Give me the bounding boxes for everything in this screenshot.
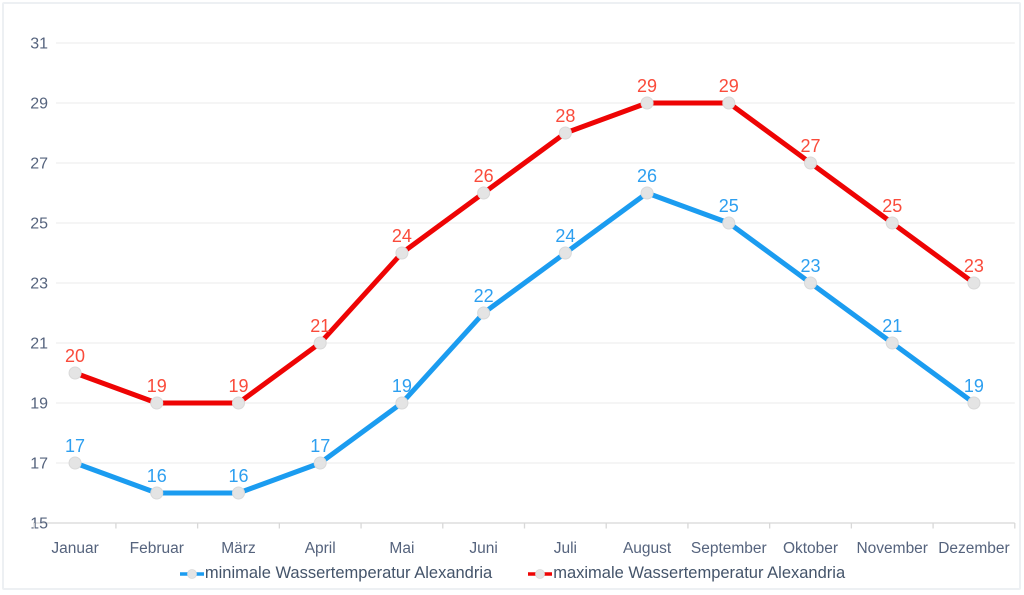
y-axis-label: 25	[30, 216, 48, 233]
data-point-label: 17	[310, 436, 330, 456]
data-point-marker	[477, 306, 491, 320]
data-point-label: 28	[555, 106, 575, 126]
data-point-marker	[231, 486, 245, 500]
data-point-label: 19	[228, 376, 248, 396]
data-point-marker	[804, 276, 818, 290]
data-point-label: 29	[719, 76, 739, 96]
data-point-label: 22	[474, 286, 494, 306]
data-point-label: 20	[65, 346, 85, 366]
legend-item-1: maximale Wassertemperatur Alexandria	[527, 564, 845, 583]
data-point-label: 25	[719, 196, 739, 216]
x-axis-label: Juli	[554, 540, 577, 557]
x-axis-label: September	[691, 540, 767, 557]
data-point-marker	[231, 396, 245, 410]
data-point-label: 25	[882, 196, 902, 216]
data-point-label: 24	[555, 226, 575, 246]
y-axis-label: 15	[30, 516, 48, 533]
data-point-marker	[558, 126, 572, 140]
data-point-label: 17	[65, 436, 85, 456]
legend-label: maximale Wassertemperatur Alexandria	[553, 564, 846, 582]
y-axis-label: 17	[30, 456, 48, 473]
data-point-label: 26	[637, 166, 657, 186]
data-point-label: 19	[147, 376, 167, 396]
data-point-label: 16	[147, 466, 167, 486]
x-axis-label: Januar	[51, 540, 98, 557]
series-line-1	[72, 100, 977, 406]
data-point-label: 16	[228, 466, 248, 486]
data-point-label: 24	[392, 226, 412, 246]
legend-marker-icon	[179, 569, 204, 579]
data-point-marker	[722, 216, 736, 230]
y-axis-label: 27	[30, 156, 48, 173]
y-axis-label: 21	[30, 336, 48, 353]
data-point-label: 27	[800, 136, 820, 156]
x-axis-label: November	[856, 540, 928, 557]
data-point-label: 23	[800, 256, 820, 276]
y-axis-label: 31	[30, 36, 48, 53]
data-point-label: 19	[392, 376, 412, 396]
data-point-marker	[313, 456, 327, 470]
y-axis-label: 29	[30, 96, 48, 113]
x-axis-label: März	[221, 540, 255, 557]
series-line-0	[72, 190, 977, 496]
data-point-marker	[395, 246, 409, 260]
data-point-marker	[477, 186, 491, 200]
x-axis-label: Mai	[389, 540, 414, 557]
data-point-marker	[313, 336, 327, 350]
data-point-marker	[640, 186, 654, 200]
data-point-marker	[68, 366, 82, 380]
legend-marker-icon	[528, 569, 553, 579]
data-point-marker	[640, 96, 654, 110]
data-point-marker	[150, 396, 164, 410]
x-axis-label: August	[623, 540, 672, 557]
data-point-label: 21	[310, 316, 330, 336]
x-axis-label: Februar	[130, 540, 184, 557]
data-point-label: 23	[964, 256, 984, 276]
y-axis-label: 23	[30, 276, 48, 293]
legend-item-0: minimale Wassertemperatur Alexandria	[179, 564, 492, 583]
data-point-label: 21	[882, 316, 902, 336]
data-point-marker	[150, 486, 164, 500]
data-point-marker	[395, 396, 409, 410]
data-point-label: 26	[474, 166, 494, 186]
legend-label: minimale Wassertemperatur Alexandria	[204, 564, 493, 582]
chart-legend: minimale Wassertemperatur Alexandria maxi…	[0, 564, 1024, 583]
data-point-marker	[722, 96, 736, 110]
data-point-marker	[967, 396, 981, 410]
x-axis-label: Juni	[469, 540, 497, 557]
data-point-marker	[68, 456, 82, 470]
data-point-label: 29	[637, 76, 657, 96]
data-point-marker	[885, 336, 899, 350]
data-point-marker	[967, 276, 981, 290]
x-axis-label: April	[305, 540, 336, 557]
data-point-marker	[804, 156, 818, 170]
data-point-marker	[885, 216, 899, 230]
x-axis-label: Dezember	[938, 540, 1010, 557]
y-axis-label: 19	[30, 396, 48, 413]
data-point-label: 19	[964, 376, 984, 396]
x-axis-label: Oktober	[783, 540, 838, 557]
data-point-marker	[558, 246, 572, 260]
